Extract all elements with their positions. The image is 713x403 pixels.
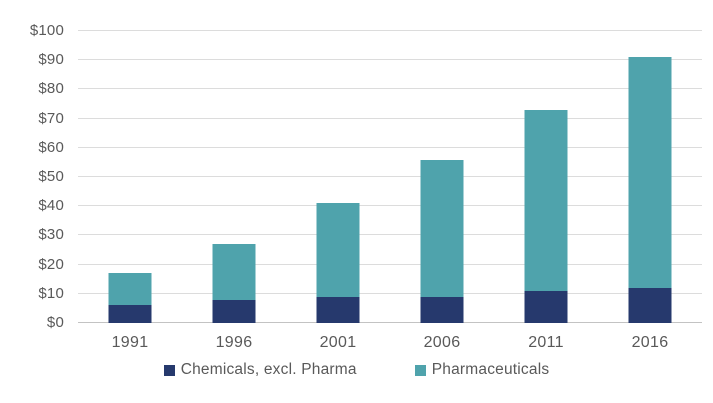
gridline — [78, 234, 702, 236]
bar-segment — [108, 273, 152, 306]
chart-legend: Chemicals, excl. Pharma Pharmaceuticals — [0, 361, 713, 379]
y-axis-tick-label: $80 — [38, 80, 64, 98]
bar-stack-2011 — [524, 109, 568, 323]
y-axis-tick-labels: $0 $10 $20 $30 $40 $50 $60 $70 $80 $90 $100 — [0, 0, 64, 403]
gridline — [78, 146, 702, 148]
y-axis-tick-label: $40 — [38, 197, 64, 215]
bar-stack-2001 — [316, 203, 360, 323]
gridline — [78, 263, 702, 265]
gridline — [78, 30, 702, 31]
bar-slot-2006 — [390, 31, 494, 323]
bar-stack-1991 — [108, 273, 152, 323]
bar-segment — [316, 203, 360, 297]
y-axis-tick-label: $30 — [38, 226, 64, 244]
legend-label: Chemicals, excl. Pharma — [180, 361, 357, 378]
bar-segment — [316, 296, 360, 323]
bar-slot-1991 — [78, 31, 182, 323]
y-axis-tick-label: $0 — [46, 314, 64, 331]
x-axis-tick-label: 2011 — [528, 334, 564, 351]
plot-area — [78, 30, 702, 323]
gridline — [78, 176, 702, 177]
bar-segment — [420, 159, 464, 297]
x-axis-tick-label: 2016 — [631, 334, 669, 351]
x-axis-tick-label: 1996 — [215, 334, 253, 351]
x-axis-tick-label: 1991 — [111, 334, 149, 351]
bar-segment — [628, 287, 672, 323]
bar-segment — [212, 299, 256, 323]
legend-label: Pharmaceuticals — [431, 361, 550, 378]
y-axis-tick-label: $10 — [38, 284, 64, 302]
x-axis-tick-label: 2001 — [319, 334, 357, 351]
bars-container — [78, 31, 702, 323]
x-axis-tick-labels: 1991 1996 2001 2006 2011 2016 — [78, 334, 702, 352]
bar-segment — [524, 290, 568, 323]
legend-entry: Chemicals, excl. Pharma — [163, 361, 357, 379]
bar-segment — [108, 305, 152, 323]
bar-slot-2011 — [494, 31, 598, 323]
bar-stack-2016 — [628, 57, 672, 323]
bar-stack-1996 — [212, 244, 256, 323]
gridline — [78, 88, 702, 90]
bar-slot-2016 — [598, 31, 702, 323]
y-axis-tick-label: $50 — [38, 168, 64, 185]
y-axis-tick-label: $100 — [29, 22, 64, 39]
bar-stack-2006 — [420, 159, 464, 323]
y-axis-tick-label: $70 — [38, 109, 64, 127]
y-axis-tick-label: $90 — [38, 51, 64, 69]
x-axis-tick-label: 2006 — [423, 334, 461, 351]
bar-segment — [420, 296, 464, 323]
y-axis-tick-label: $20 — [38, 255, 64, 273]
bar-segment — [524, 109, 568, 291]
gridline — [78, 292, 702, 294]
gridline — [78, 59, 702, 61]
x-axis-line — [78, 322, 702, 323]
y-axis-tick-label: $60 — [38, 138, 64, 156]
legend-swatch-icon — [163, 364, 175, 376]
gridline — [78, 117, 702, 119]
bar-segment — [628, 57, 672, 288]
bar-slot-2001 — [286, 31, 390, 323]
gridline — [78, 205, 702, 207]
legend-swatch-icon — [414, 364, 426, 376]
bar-segment — [212, 244, 256, 300]
bar-slot-1996 — [182, 31, 286, 323]
legend-entry: Pharmaceuticals — [414, 361, 550, 379]
